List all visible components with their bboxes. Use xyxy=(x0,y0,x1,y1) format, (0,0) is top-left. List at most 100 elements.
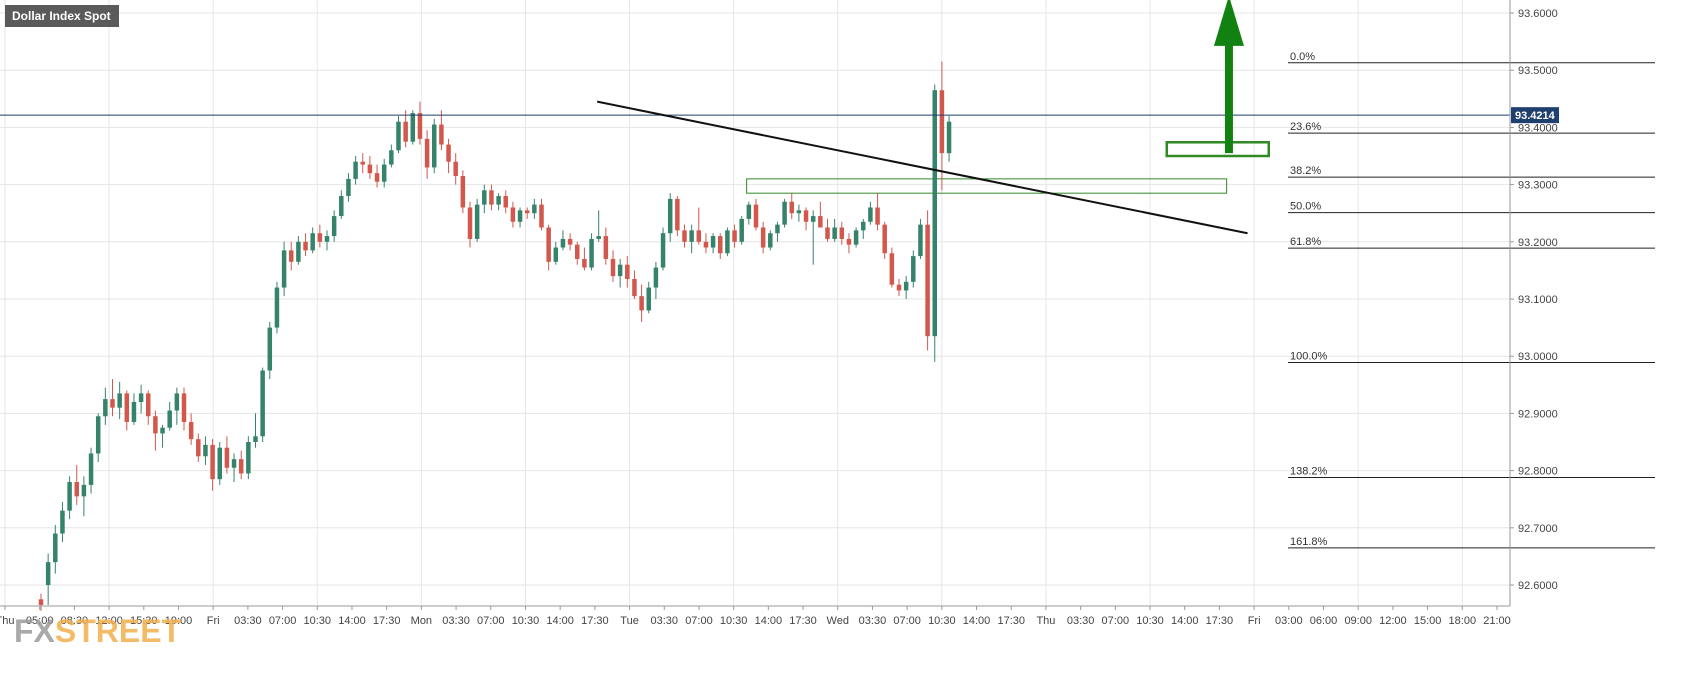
candle xyxy=(124,390,130,431)
candle xyxy=(539,198,544,231)
candle xyxy=(875,193,880,231)
candle xyxy=(675,196,680,237)
candle-body xyxy=(539,204,544,228)
candle xyxy=(360,153,365,174)
candle xyxy=(882,221,887,259)
candle-body xyxy=(496,196,501,205)
candle-body xyxy=(296,241,301,262)
logo-prefix: FX xyxy=(14,613,56,649)
candle-body xyxy=(289,250,294,262)
candle xyxy=(532,198,537,219)
y-tick-label: 92.9000 xyxy=(1518,408,1558,420)
candle xyxy=(903,276,909,299)
candle-body xyxy=(88,453,94,485)
candle-body xyxy=(231,459,237,468)
candle-body xyxy=(617,264,623,277)
candle-body xyxy=(853,230,859,245)
candle xyxy=(818,201,823,228)
candle xyxy=(653,261,659,299)
candle-body xyxy=(918,224,923,257)
candle-body xyxy=(510,207,516,222)
x-tick-label: 14:00 xyxy=(1171,615,1199,627)
candle xyxy=(231,453,237,483)
fib-level-label: 161.8% xyxy=(1290,536,1328,548)
candle xyxy=(517,207,523,228)
candle xyxy=(689,224,694,254)
candle-body xyxy=(746,204,752,219)
candle-body xyxy=(932,90,937,337)
candle xyxy=(775,221,780,242)
y-tick-label: 92.7000 xyxy=(1518,523,1558,535)
candle-body xyxy=(939,90,945,154)
candle-body xyxy=(174,393,180,411)
candle-body xyxy=(861,221,866,231)
candle-body xyxy=(796,210,802,214)
candle-body xyxy=(603,236,609,259)
fib-level-label: 23.6% xyxy=(1290,121,1321,133)
up-arrow-shaft xyxy=(1224,43,1233,154)
candle-body xyxy=(460,176,466,208)
candle-body xyxy=(582,258,587,268)
candle xyxy=(718,233,723,259)
x-tick-label: 18:00 xyxy=(1449,615,1477,627)
y-tick-label: 93.4000 xyxy=(1518,122,1558,134)
fib-level-label: 0.0% xyxy=(1290,51,1315,63)
candle-body xyxy=(81,484,87,497)
candle-body xyxy=(367,164,373,174)
candle-body xyxy=(839,227,845,239)
fib-level-label: 61.8% xyxy=(1290,236,1321,248)
candle-body xyxy=(160,427,165,434)
candle xyxy=(617,258,623,288)
candle-body xyxy=(803,210,809,222)
y-tick-label: 93.6000 xyxy=(1518,8,1558,20)
candle-body xyxy=(67,482,72,511)
up-arrow-head xyxy=(1213,0,1244,46)
candle xyxy=(339,190,344,219)
fibonacci-levels: 0.0% 23.6% 38.2% 50.0% 61.8% 100.0% 138.2% 161.… xyxy=(1288,51,1655,549)
candle-body xyxy=(696,230,702,242)
title-badge xyxy=(5,5,119,27)
candle-body xyxy=(167,410,172,428)
x-tick-label: 05:00 xyxy=(26,615,54,627)
candle xyxy=(524,207,530,219)
candle xyxy=(381,158,387,188)
candle xyxy=(396,115,401,154)
candle-body xyxy=(303,241,308,251)
candle-body xyxy=(432,124,437,168)
candle xyxy=(453,153,458,185)
candle-body xyxy=(38,599,44,606)
candle xyxy=(825,218,830,242)
candle-body xyxy=(103,399,108,417)
x-tick-label: 07:00 xyxy=(269,615,297,627)
candle xyxy=(374,164,380,188)
candle xyxy=(889,247,895,288)
x-tick-label: 17:30 xyxy=(1206,615,1234,627)
candle xyxy=(596,210,601,242)
y-tick-label: 93.3000 xyxy=(1518,180,1558,192)
x-tick-label: 17:30 xyxy=(373,615,401,627)
candle xyxy=(768,230,773,251)
candle-body xyxy=(846,238,852,245)
y-tick-label: 92.6000 xyxy=(1518,580,1558,592)
candle xyxy=(546,224,551,271)
candle xyxy=(346,173,351,202)
x-tick-label: 17:30 xyxy=(581,615,609,627)
candle-body xyxy=(639,296,644,311)
candle-body xyxy=(567,238,573,245)
candle-body xyxy=(45,562,51,585)
candle-body xyxy=(439,124,444,145)
candle xyxy=(303,233,308,257)
candle xyxy=(589,233,594,271)
fib-level-label: 38.2% xyxy=(1290,165,1321,177)
x-tick-label: 17:30 xyxy=(789,615,817,627)
candle-body xyxy=(474,204,480,239)
candle-body xyxy=(575,244,580,259)
candle-body xyxy=(410,113,416,142)
candle xyxy=(482,184,487,214)
candle-body xyxy=(324,236,330,242)
candle xyxy=(117,381,122,420)
candle xyxy=(846,233,852,254)
candle-body xyxy=(739,218,744,242)
x-tick-label: 07:00 xyxy=(1102,615,1130,627)
